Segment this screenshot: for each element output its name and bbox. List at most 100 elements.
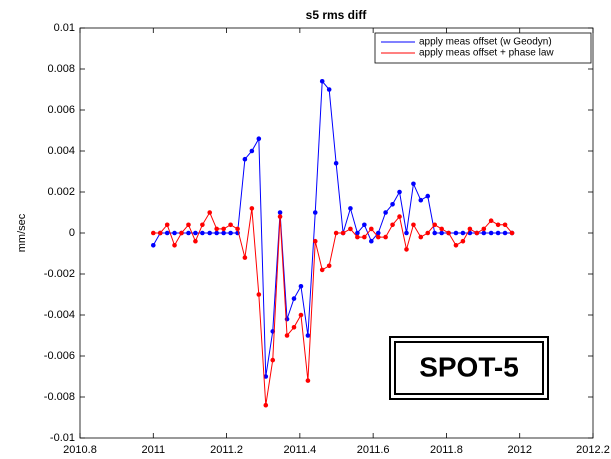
y-axis-label: mm/sec bbox=[16, 213, 28, 252]
data-point bbox=[425, 230, 431, 236]
legend-label: apply meas offset + phase law bbox=[419, 48, 554, 59]
data-point bbox=[312, 210, 318, 215]
data-point bbox=[277, 214, 283, 219]
data-point bbox=[348, 226, 353, 232]
data-point bbox=[411, 222, 416, 228]
chart-title: s5 rms diff bbox=[306, 8, 368, 22]
data-point bbox=[425, 193, 431, 199]
legend-box bbox=[374, 32, 592, 64]
x-tick-label: 2012.2 bbox=[576, 444, 610, 456]
series-line bbox=[153, 208, 513, 406]
data-point bbox=[453, 230, 459, 236]
data-point bbox=[495, 230, 501, 236]
data-point bbox=[284, 333, 290, 338]
data-point bbox=[362, 234, 367, 240]
data-point bbox=[369, 238, 374, 244]
data-point bbox=[172, 230, 177, 236]
data-point bbox=[186, 222, 191, 228]
data-point bbox=[495, 222, 501, 228]
data-point bbox=[432, 222, 438, 228]
data-point bbox=[263, 374, 269, 379]
data-point bbox=[305, 333, 311, 338]
data-point bbox=[193, 230, 198, 236]
data-point bbox=[474, 230, 480, 236]
data-point bbox=[333, 161, 339, 166]
y-tick-label: 0.002 bbox=[47, 186, 75, 198]
x-tick-label: 2012 bbox=[507, 444, 531, 456]
data-point bbox=[488, 218, 494, 223]
data-point bbox=[369, 226, 374, 232]
data-point bbox=[488, 230, 494, 236]
data-point bbox=[326, 263, 332, 269]
data-point bbox=[439, 226, 444, 232]
data-point bbox=[277, 210, 283, 215]
data-point bbox=[172, 243, 177, 248]
data-point bbox=[150, 243, 156, 248]
data-point bbox=[432, 230, 438, 236]
data-point bbox=[418, 197, 424, 203]
data-point bbox=[333, 230, 339, 236]
annotation: SPOT-5 bbox=[419, 351, 519, 382]
data-point bbox=[179, 230, 184, 236]
data-point bbox=[312, 238, 318, 244]
y-tick-label: -0.008 bbox=[44, 391, 75, 403]
data-point bbox=[319, 267, 325, 273]
data-point bbox=[481, 230, 487, 236]
data-point bbox=[235, 226, 240, 232]
data-point bbox=[375, 230, 381, 236]
data-point bbox=[355, 230, 360, 236]
data-point bbox=[270, 357, 276, 363]
x-tick-label: 2011.6 bbox=[357, 444, 390, 456]
data-point bbox=[411, 181, 416, 187]
data-point bbox=[157, 230, 163, 236]
data-point bbox=[319, 79, 325, 84]
data-point bbox=[390, 202, 395, 207]
data-point bbox=[340, 230, 346, 236]
data-point bbox=[186, 230, 191, 236]
data-point bbox=[214, 226, 219, 232]
series-line bbox=[152, 80, 513, 377]
data-point bbox=[200, 222, 205, 228]
annotation-box-outer bbox=[389, 336, 549, 400]
data-point bbox=[228, 222, 233, 228]
data-point bbox=[193, 238, 198, 244]
data-point bbox=[383, 210, 388, 215]
y-tick-label: 0.006 bbox=[47, 104, 75, 116]
data-point bbox=[284, 316, 290, 322]
data-point bbox=[375, 234, 381, 240]
data-point bbox=[467, 226, 473, 232]
y-tick-label: -0.01 bbox=[50, 432, 75, 444]
y-tick-label: 0 bbox=[69, 227, 75, 239]
y-tick-label: 0.01 bbox=[54, 22, 75, 34]
data-point bbox=[221, 226, 226, 232]
data-point bbox=[150, 230, 156, 236]
data-point bbox=[242, 255, 248, 260]
annotation-box-inner bbox=[394, 341, 544, 395]
y-tick-label: -0.002 bbox=[44, 268, 75, 280]
data-point bbox=[207, 230, 213, 236]
y-tick-label: 0.008 bbox=[47, 63, 75, 75]
y-tick-label: 0.004 bbox=[47, 145, 75, 157]
data-point bbox=[418, 234, 424, 240]
data-point bbox=[383, 234, 388, 240]
data-point bbox=[460, 230, 466, 236]
data-point bbox=[249, 206, 255, 211]
data-point bbox=[305, 378, 311, 383]
data-point bbox=[453, 243, 459, 248]
data-point bbox=[404, 230, 409, 236]
x-tick-label: 2011.4 bbox=[283, 444, 316, 456]
data-point bbox=[509, 230, 515, 236]
data-point bbox=[256, 136, 262, 141]
x-tick-label: 2011.2 bbox=[210, 444, 243, 456]
data-point bbox=[326, 87, 332, 92]
data-point bbox=[228, 230, 233, 236]
data-point bbox=[355, 234, 360, 240]
data-point bbox=[164, 230, 170, 236]
legend-label: apply meas offset (w Geodyn) bbox=[419, 37, 552, 48]
data-point bbox=[200, 230, 205, 236]
data-point bbox=[291, 325, 297, 330]
data-point bbox=[397, 214, 402, 219]
data-point bbox=[256, 292, 262, 297]
y-tick-label: -0.006 bbox=[44, 350, 75, 362]
